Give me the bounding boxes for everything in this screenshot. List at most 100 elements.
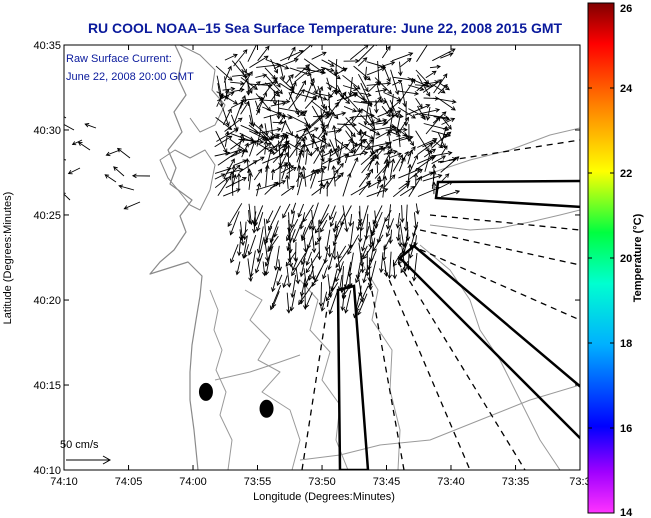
current-vector-arrow: [291, 258, 298, 272]
current-vector-arrow: [311, 51, 327, 60]
current-vector-arrow: [335, 116, 355, 134]
current-vector-arrow: [360, 92, 372, 97]
current-vector-arrow: [361, 226, 370, 252]
current-vector-arrow: [321, 59, 335, 67]
current-vector-arrow: [327, 245, 333, 258]
current-vector-arrow: [386, 150, 392, 164]
current-vector-arrow: [264, 74, 283, 95]
current-vector-arrow: [413, 172, 419, 187]
current-vector-arrow: [359, 130, 367, 142]
x-tick-label: 73:3: [569, 476, 590, 488]
current-vector-arrow: [249, 55, 269, 68]
current-vector-arrow: [327, 148, 334, 171]
current-vector-arrow: [270, 90, 279, 102]
current-vector-arrow: [305, 67, 327, 75]
current-vector-arrow: [353, 65, 371, 81]
current-vector-arrow: [229, 170, 235, 196]
current-vector-arrow: [336, 144, 341, 157]
current-vector-arrow: [374, 99, 379, 114]
current-vector-arrow: [392, 154, 403, 172]
current-vector-arrow: [311, 268, 322, 287]
colorbar-tick-label: 22: [620, 168, 632, 180]
current-vector-arrow: [247, 258, 253, 282]
current-vector-arrow: [256, 62, 282, 68]
current-vector-arrow: [388, 229, 393, 245]
current-vector-arrow: [303, 89, 328, 101]
current-vector-arrow: [313, 144, 325, 164]
marker-2: [259, 399, 274, 418]
current-vector-arrow: [327, 105, 339, 120]
y-tick-label: 40:10: [33, 465, 61, 477]
current-vector-arrow: [415, 203, 420, 215]
current-vector-arrow: [362, 268, 368, 284]
current-vector-arrow: [224, 117, 243, 132]
current-vector-arrow: [357, 228, 363, 243]
current-vector-arrow: [261, 132, 278, 152]
current-vector-arrow: [376, 175, 382, 189]
current-vector-arrow: [296, 171, 303, 183]
current-vector-arrow: [343, 123, 356, 138]
current-vector-arrow: [392, 259, 398, 280]
current-vector-arrow: [439, 125, 448, 148]
current-vector-arrow: [286, 292, 291, 314]
current-vector-arrow: [334, 227, 339, 239]
y-tick-label: 40:20: [33, 295, 61, 307]
current-vector-arrow: [222, 108, 232, 126]
current-vector-arrow: [256, 182, 262, 197]
current-vector-arrow: [249, 114, 254, 127]
current-vector-arrow: [359, 139, 374, 156]
colorbar-label: Temperature (°C): [632, 213, 644, 302]
current-vector-arrow: [282, 203, 291, 219]
chart-title: RU COOL NOAA–15 Sea Surface Temperature:…: [88, 20, 563, 36]
map-layer: [149, 45, 580, 470]
current-vectors: [64, 45, 461, 319]
current-vector-arrow: [263, 140, 269, 155]
current-vector-arrow: [353, 100, 374, 106]
current-vector-arrow: [316, 220, 322, 243]
current-vector-arrow: [294, 68, 311, 83]
current-vector-arrow: [369, 124, 395, 132]
current-vector-arrow: [276, 274, 283, 287]
current-vector-arrow: [439, 157, 457, 164]
current-vector-arrow: [367, 156, 375, 171]
current-vector-arrow: [293, 242, 298, 262]
colorbar-tick-label: 24: [620, 83, 633, 95]
x-tick-label: 74:00: [179, 476, 207, 488]
annotation-line2: June 22, 2008 20:00 GMT: [66, 71, 194, 83]
shoreline-feature: [179, 45, 226, 133]
current-vector-arrow: [327, 245, 336, 271]
current-vector-arrow: [280, 165, 295, 174]
current-vector-arrow: [342, 172, 352, 197]
vector-scale-arrowhead: [102, 455, 112, 465]
radial-line: [397, 261, 526, 470]
x-tick-label: 73:40: [437, 476, 465, 488]
current-vector-arrow: [231, 72, 251, 78]
current-vector-arrow: [131, 173, 151, 179]
current-vector-arrow: [374, 77, 393, 95]
current-vector-arrow: [248, 139, 256, 157]
current-vector-arrow: [424, 149, 433, 172]
current-vector-arrow: [384, 99, 402, 115]
current-vector-arrow: [400, 57, 412, 68]
colorbar-tick-label: 14: [620, 507, 633, 518]
current-vector-arrow: [366, 66, 386, 76]
current-vector-arrow: [254, 252, 264, 274]
current-vector-arrow: [286, 166, 297, 174]
current-vector-arrow: [358, 172, 371, 188]
current-vector-arrow: [385, 204, 392, 230]
current-vector-arrow: [223, 65, 232, 83]
current-vector-arrow: [416, 171, 434, 181]
current-vector-arrow: [225, 177, 247, 189]
current-vector-arrow: [398, 156, 406, 172]
current-vector-arrow: [347, 234, 360, 255]
current-vector-arrow: [321, 148, 338, 158]
current-vector-arrow: [335, 91, 347, 108]
current-vector-arrow: [290, 274, 297, 299]
x-tick-label: 73:35: [502, 476, 530, 488]
current-vector-arrow: [318, 282, 324, 308]
current-vector-arrow: [238, 138, 264, 145]
current-vector-arrow: [350, 157, 359, 174]
current-vector-arrow: [326, 68, 341, 80]
current-vector-arrow: [297, 110, 308, 118]
current-vector-arrow: [441, 189, 461, 198]
